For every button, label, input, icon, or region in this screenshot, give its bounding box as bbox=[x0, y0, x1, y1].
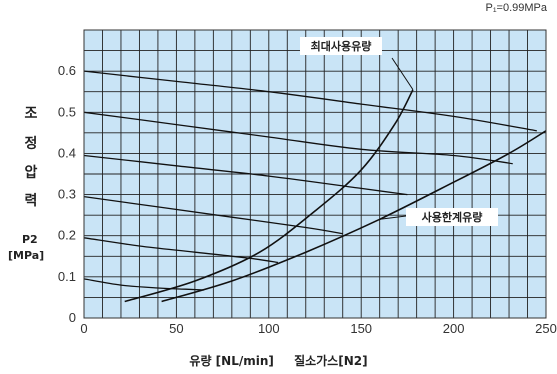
pressure-curve bbox=[83, 195, 343, 235]
limit-curves bbox=[124, 89, 547, 303]
limit-curve-label: 최대사용유량 bbox=[311, 39, 372, 53]
y-tick-label: 0.2 bbox=[58, 228, 76, 243]
x-tick-label: 0 bbox=[80, 321, 87, 336]
y-tick-label: 0.4 bbox=[58, 145, 76, 160]
x-tick-label: 150 bbox=[350, 321, 372, 336]
x-tick-label: 50 bbox=[169, 321, 183, 336]
x-axis-label-flow: 유량 [NL/min] bbox=[189, 354, 274, 368]
x-axis-label-gas: 질소가스[N2] bbox=[294, 354, 368, 368]
pressure-curves bbox=[83, 70, 537, 291]
y-tick-label: 0 bbox=[69, 310, 76, 325]
callout-label-background bbox=[300, 37, 382, 55]
callout-leader-line bbox=[379, 215, 407, 220]
callout-label-background bbox=[406, 208, 498, 226]
axis-ticks: 0 50 100 150 200 250 0 0.1 0.2 0.3 0.4 0.5 0.6 bbox=[58, 63, 557, 336]
y-axis-label-char-2: 정 bbox=[24, 136, 38, 152]
limit-curve bbox=[161, 130, 547, 303]
y-axis-label-char-4: 력 bbox=[24, 193, 38, 209]
callout-leader-line bbox=[391, 57, 414, 90]
y-tick-label: 0.3 bbox=[58, 187, 76, 202]
grid-lines bbox=[84, 30, 546, 318]
y-tick-label: 0.5 bbox=[58, 104, 76, 119]
x-tick-label: 250 bbox=[535, 321, 557, 336]
pressure-curve bbox=[83, 111, 513, 165]
y-axis-symbol: P2 bbox=[22, 233, 38, 246]
x-tick-label: 100 bbox=[258, 321, 280, 336]
y-axis-unit: [MPa] bbox=[8, 249, 45, 262]
limit-curve bbox=[124, 89, 414, 303]
y-axis-label-char-1: 조 bbox=[24, 106, 38, 122]
pressure-curve bbox=[83, 278, 205, 291]
pressure-curve bbox=[83, 70, 537, 132]
supply-pressure-note: P₁=0.99MPa bbox=[485, 2, 548, 14]
pressure-curve bbox=[83, 154, 408, 196]
plot-frame bbox=[83, 29, 547, 319]
y-tick-label: 0.1 bbox=[58, 269, 76, 284]
y-tick-label: 0.6 bbox=[58, 63, 76, 78]
y-axis-label-char-3: 압 bbox=[24, 165, 38, 181]
limit-curve-label: 사용한계유량 bbox=[422, 210, 483, 224]
pressure-curve bbox=[83, 237, 279, 264]
x-tick-label: 200 bbox=[443, 321, 465, 336]
x-axis-label: 유량 [NL/min] 질소가스[N2] bbox=[0, 352, 557, 369]
